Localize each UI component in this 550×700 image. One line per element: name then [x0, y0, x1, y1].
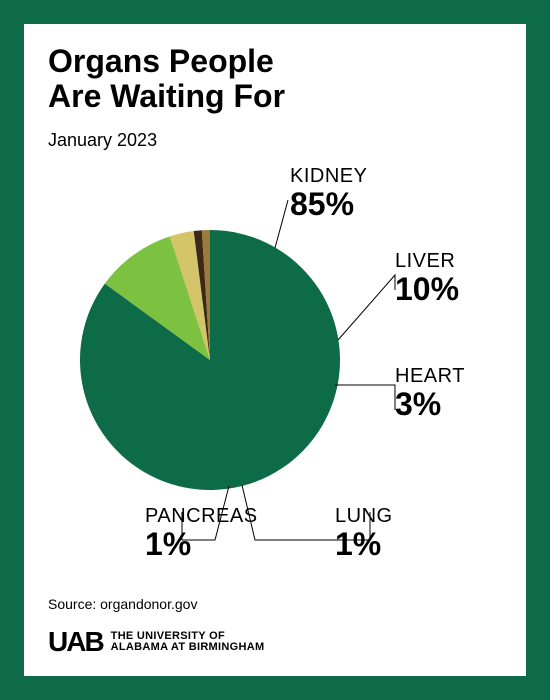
label-percent: 3%: [395, 388, 465, 420]
source-prefix: Source:: [48, 596, 100, 612]
label-percent: 1%: [335, 528, 393, 560]
label-name: HEART: [395, 365, 465, 388]
label-percent: 85%: [290, 188, 367, 220]
label-lung: LUNG1%: [335, 505, 393, 560]
label-percent: 10%: [395, 273, 459, 305]
title-line-2: Are Waiting For: [48, 78, 285, 114]
footer-logo: UAB THE UNIVERSITY OF ALABAMA AT BIRMING…: [48, 626, 264, 658]
label-kidney: KIDNEY85%: [290, 165, 367, 220]
label-liver: LIVER10%: [395, 250, 459, 305]
uab-logo-mark: UAB: [48, 626, 103, 658]
label-name: KIDNEY: [290, 165, 367, 188]
label-name: LUNG: [335, 505, 393, 528]
source-text: organdonor.gov: [100, 596, 197, 612]
label-percent: 1%: [145, 528, 258, 560]
label-pancreas: PANCREAS1%: [145, 505, 258, 560]
pie-chart: KIDNEY85%LIVER10%HEART3%LUNG1%PANCREAS1%: [0, 160, 550, 590]
uab-logo-text: THE UNIVERSITY OF ALABAMA AT BIRMINGHAM: [111, 631, 265, 653]
pie-svg: [0, 160, 550, 590]
source-line: Source: organdonor.gov: [48, 596, 197, 612]
infographic-frame: Organs People Are Waiting For January 20…: [0, 0, 550, 700]
uni-line-2: ALABAMA AT BIRMINGHAM: [111, 641, 265, 653]
chart-title: Organs People Are Waiting For: [48, 44, 285, 114]
chart-date: January 2023: [48, 130, 157, 151]
label-heart: HEART3%: [395, 365, 465, 420]
label-name: PANCREAS: [145, 505, 258, 528]
title-line-1: Organs People: [48, 43, 274, 79]
label-name: LIVER: [395, 250, 459, 273]
